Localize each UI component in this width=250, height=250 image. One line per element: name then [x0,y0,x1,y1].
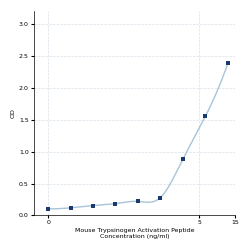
X-axis label: Mouse Trypsinogen Activation Peptide
Concentration (ng/ml): Mouse Trypsinogen Activation Peptide Con… [74,228,194,239]
Y-axis label: OD: OD [11,108,16,118]
